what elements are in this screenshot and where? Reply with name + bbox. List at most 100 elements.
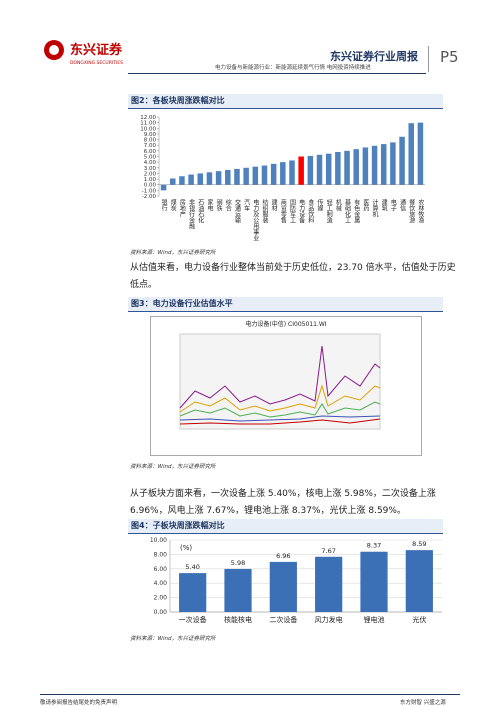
x-tick-label: 建材 — [270, 198, 277, 211]
x-tick-label: 轻工制造 — [325, 198, 332, 224]
y-tick-label: 4.00 — [144, 160, 157, 166]
x-tick-label: 银行 — [160, 198, 167, 212]
y-tick-label: 9.00 — [144, 132, 157, 138]
report-title: 东兴证券行业周报 — [330, 50, 418, 63]
x-tick-label: 风力发电 — [315, 615, 343, 624]
bar — [243, 167, 249, 185]
x-tick-label: 综合 — [224, 198, 231, 212]
bar — [307, 155, 314, 185]
x-tick-label: 家电 — [206, 198, 213, 211]
bar — [298, 156, 304, 185]
bar — [224, 568, 252, 612]
y-tick-label: 3.00 — [144, 166, 157, 172]
y-tick-label: 6.00 — [144, 149, 157, 155]
x-tick-label: 餐饮旅游 — [408, 198, 415, 224]
bar — [344, 150, 350, 185]
footer-right: 东方财智 兴盛之源 — [400, 700, 446, 706]
bar — [408, 123, 414, 185]
bar — [315, 556, 343, 612]
x-tick-label: 商贸零售 — [279, 198, 286, 224]
value-label: 8.59 — [412, 540, 426, 548]
x-tick-label: 传媒 — [316, 198, 323, 212]
bar — [316, 154, 323, 185]
image-title: 电力设备(中信) CI005011.WI — [245, 320, 326, 328]
y-tick-label: 2.00 — [154, 595, 168, 602]
logo-text: 东兴证券 — [70, 42, 123, 58]
x-tick-label: 核能核电 — [224, 615, 252, 624]
figure-caption: 图3：电力设备行业估值水平 — [128, 297, 443, 312]
report-subtitle: 电力设备与新能源行业：新能源延续景气行情 电网投资持续推进 — [215, 65, 371, 71]
bar — [179, 176, 185, 185]
x-tick-label: 房地产 — [178, 198, 185, 218]
y-tick-label: 10.00 — [150, 537, 167, 544]
y-tick-label: 6.00 — [154, 566, 168, 573]
bar — [417, 122, 424, 185]
x-tick-label: 一次设备 — [179, 615, 207, 624]
y-tick-label: -2.00 — [142, 194, 157, 200]
y-tick-label: 10.00 — [140, 126, 156, 132]
source: 资料来源：Wind，东兴证券研究所 — [130, 636, 216, 642]
y-tick-label: 2.00 — [144, 171, 157, 177]
bar — [206, 172, 213, 185]
x-tick-label: 电力设备 — [298, 198, 305, 224]
y-tick-label: 7.00 — [144, 143, 157, 149]
bar — [362, 147, 369, 185]
bar — [179, 573, 207, 612]
bar — [234, 168, 240, 185]
y-tick-label: -1.00 — [142, 188, 157, 194]
valuation-image: 电力设备(中信) CI005011.WI — [150, 316, 422, 456]
paragraph: 从估值来看，电力设备行业整体当前处于历史低位，23.70 倍水平，估值处于历史低… — [130, 263, 456, 290]
y-tick-label: 8.00 — [144, 138, 157, 144]
y-tick-label: 11.00 — [140, 121, 156, 127]
value-label: 5.98 — [231, 559, 245, 567]
header-rule — [128, 73, 426, 74]
y-tick-label: 0.00 — [154, 609, 168, 616]
y-tick-label: 0.00 — [144, 183, 157, 189]
x-tick-label: 基础化工 — [344, 198, 351, 223]
logo-mark: 东兴证券 DONGXING SECURITIES — [44, 40, 123, 66]
source: 资料来源：Wind，东兴证券研究所 — [130, 464, 216, 470]
x-tick-label: 钢铁 — [215, 198, 222, 212]
x-tick-label: 农林牧渔 — [417, 198, 424, 224]
x-tick-label: 锂电池 — [364, 615, 385, 624]
x-tick-label: 电子 — [389, 198, 396, 211]
y-tick-label: 1.00 — [144, 177, 157, 183]
bar — [197, 173, 204, 185]
bar — [225, 170, 231, 185]
figure-caption: 图2：各板块周涨跌幅对比 — [128, 94, 443, 109]
x-tick-label: 有色金属 — [353, 198, 360, 224]
x-tick-label: 建筑 — [380, 198, 387, 212]
x-tick-label: 国防军工 — [289, 199, 296, 223]
bar — [289, 160, 295, 185]
y-axis-label: (%) — [180, 544, 192, 552]
x-tick-label: 石油石化 — [197, 199, 204, 224]
figure-caption: 图4：子板块周涨跌幅对比 — [128, 519, 443, 534]
bar — [360, 551, 388, 612]
bar — [215, 171, 222, 185]
bar — [399, 136, 405, 185]
chart: 0.00 2.00 4.00 6.00 8.00 10.00 (%) 一次设备 5.40 核能核电… — [150, 537, 442, 624]
x-tick-label: 纺织服装 — [261, 198, 268, 224]
x-tick-label: 光伏 — [412, 615, 426, 624]
x-tick-label: 通信 — [399, 198, 406, 212]
y-tick-label: 4.00 — [154, 580, 168, 587]
paragraph: 从子板块方面来看，一次设备上涨 5.40%，核电上涨 5.98%，二次设备上涨 … — [130, 489, 436, 516]
logo-en: DONGXING SECURITIES — [70, 60, 123, 66]
bar — [325, 153, 332, 185]
bar — [261, 165, 268, 185]
y-tick-label: 5.00 — [144, 155, 157, 161]
x-tick-label: 机械 — [334, 198, 341, 212]
y-tick-label: 8.00 — [154, 551, 168, 558]
x-tick-label: 二次设备 — [269, 615, 297, 624]
bar — [335, 151, 341, 185]
value-label: 7.67 — [321, 547, 335, 555]
bar — [252, 166, 259, 185]
x-tick-label: 电力及公用事业 — [252, 198, 259, 241]
bar — [353, 149, 359, 185]
value-label: 6.96 — [276, 552, 290, 560]
bar — [269, 561, 297, 612]
page-number: P5 — [440, 48, 459, 66]
x-tick-label: 煤炭 — [169, 198, 176, 212]
bar — [160, 184, 167, 191]
bar — [390, 142, 396, 185]
